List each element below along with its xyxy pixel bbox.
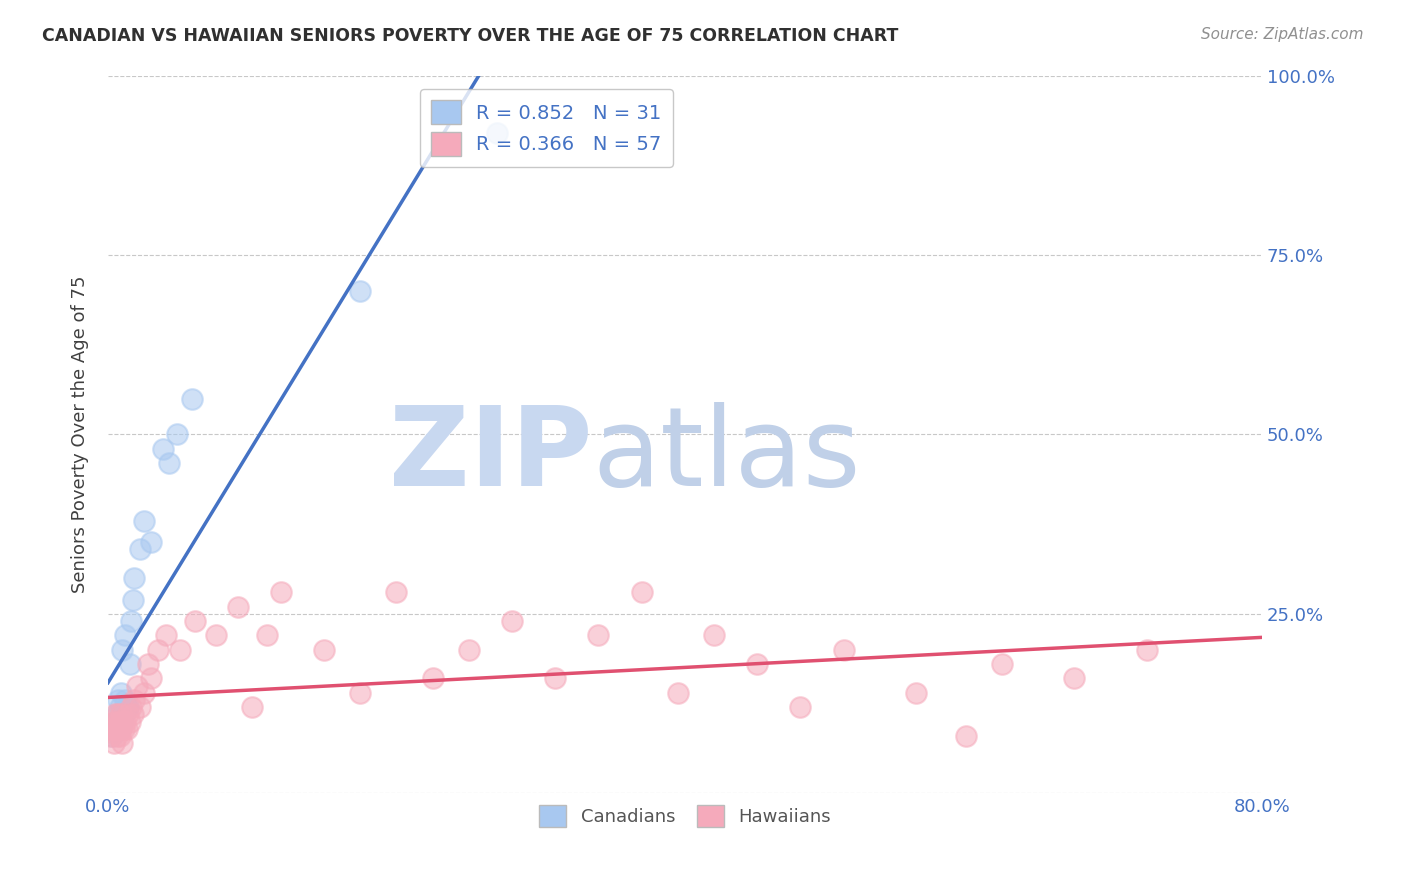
Point — [104, 722, 127, 736]
Point — [128, 542, 150, 557]
Point — [105, 714, 128, 729]
Point — [141, 535, 163, 549]
Point — [100, 729, 122, 743]
Point — [183, 614, 205, 628]
Point — [666, 686, 689, 700]
Point — [148, 642, 170, 657]
Point — [101, 729, 124, 743]
Point — [132, 514, 155, 528]
Point — [115, 700, 138, 714]
Point — [991, 657, 1014, 672]
Point — [118, 657, 141, 672]
Y-axis label: Seniors Poverty Over the Age of 75: Seniors Poverty Over the Age of 75 — [72, 276, 89, 593]
Point — [103, 714, 125, 729]
Point — [1063, 672, 1085, 686]
Point — [169, 642, 191, 657]
Point — [745, 657, 768, 672]
Point — [107, 693, 129, 707]
Point — [157, 456, 180, 470]
Point — [108, 729, 131, 743]
Point — [103, 736, 125, 750]
Point — [544, 672, 567, 686]
Point — [128, 700, 150, 714]
Point — [114, 628, 136, 642]
Point — [349, 686, 371, 700]
Text: CANADIAN VS HAWAIIAN SENIORS POVERTY OVER THE AGE OF 75 CORRELATION CHART: CANADIAN VS HAWAIIAN SENIORS POVERTY OVE… — [42, 27, 898, 45]
Point — [703, 628, 725, 642]
Text: ZIP: ZIP — [389, 402, 593, 509]
Point — [205, 628, 228, 642]
Point — [270, 585, 292, 599]
Point — [486, 126, 509, 140]
Point — [122, 571, 145, 585]
Point — [111, 714, 134, 729]
Point — [120, 700, 142, 714]
Point — [141, 672, 163, 686]
Point — [110, 686, 132, 700]
Point — [111, 642, 134, 657]
Point — [105, 729, 128, 743]
Point — [256, 628, 278, 642]
Point — [349, 284, 371, 298]
Point — [110, 722, 132, 736]
Point — [166, 427, 188, 442]
Point — [110, 707, 132, 722]
Point — [457, 642, 479, 657]
Point — [104, 707, 127, 722]
Point — [107, 722, 129, 736]
Point — [240, 700, 263, 714]
Text: atlas: atlas — [593, 402, 860, 509]
Point — [122, 693, 145, 707]
Legend: Canadians, Hawaiians: Canadians, Hawaiians — [531, 798, 838, 835]
Point — [152, 442, 174, 456]
Point — [588, 628, 610, 642]
Point — [180, 392, 202, 406]
Point — [107, 707, 129, 722]
Point — [114, 714, 136, 729]
Point — [115, 722, 138, 736]
Point — [132, 686, 155, 700]
Point — [314, 642, 336, 657]
Point — [112, 722, 135, 736]
Point — [422, 672, 444, 686]
Point — [118, 714, 141, 729]
Point — [789, 700, 811, 714]
Point — [121, 707, 143, 722]
Point — [501, 614, 523, 628]
Point — [108, 700, 131, 714]
Point — [105, 707, 128, 722]
Point — [104, 714, 127, 729]
Point — [108, 722, 131, 736]
Point — [103, 722, 125, 736]
Point — [121, 592, 143, 607]
Point — [120, 614, 142, 628]
Point — [125, 679, 148, 693]
Point — [955, 729, 977, 743]
Point — [105, 722, 128, 736]
Point — [108, 714, 131, 729]
Point — [107, 714, 129, 729]
Point — [630, 585, 652, 599]
Point — [385, 585, 408, 599]
Point — [111, 714, 134, 729]
Point — [111, 736, 134, 750]
Text: Source: ZipAtlas.com: Source: ZipAtlas.com — [1201, 27, 1364, 42]
Point — [155, 628, 177, 642]
Point — [832, 642, 855, 657]
Point — [112, 707, 135, 722]
Point — [101, 722, 124, 736]
Point — [1135, 642, 1157, 657]
Point — [904, 686, 927, 700]
Point — [117, 700, 139, 714]
Point — [138, 657, 160, 672]
Point — [114, 693, 136, 707]
Point — [110, 707, 132, 722]
Point — [117, 707, 139, 722]
Point — [226, 599, 249, 614]
